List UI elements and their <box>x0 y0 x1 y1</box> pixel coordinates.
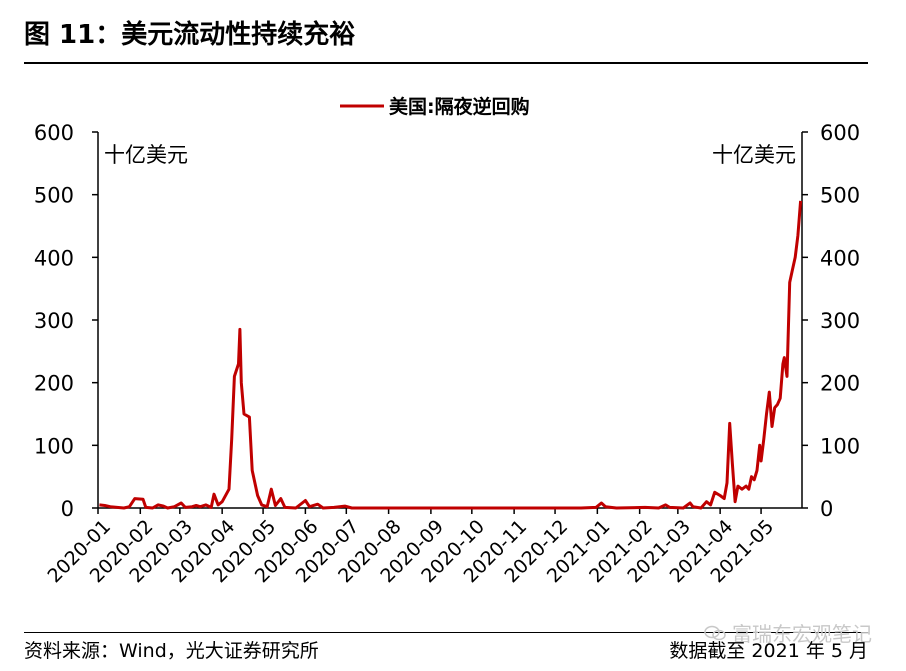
y-tick-label-right: 600 <box>820 121 860 145</box>
data-cutoff-note: 数据截至 2021 年 5 月 <box>669 640 868 662</box>
y-tick-label-right: 400 <box>820 246 860 270</box>
chart-axes <box>97 132 803 509</box>
source-note: 资料来源：Wind，光大证券研究所 <box>24 640 319 662</box>
x-axis-ticks: 2020-012020-022020-032020-042020-052020-… <box>43 508 778 587</box>
y-tick-label-right: 300 <box>820 309 860 333</box>
y-tick-label-left: 0 <box>61 497 74 521</box>
y-tick-label-left: 500 <box>34 184 74 208</box>
y-tick-label-left: 200 <box>34 372 74 396</box>
y-axis-left-ticks: 0 100 200 300 400 500 600 <box>34 121 98 521</box>
wechat-icon <box>704 625 726 640</box>
y-tick-label-right: 100 <box>820 434 860 458</box>
y-tick-label-right: 500 <box>820 184 860 208</box>
figure-title: 图 11：美元流动性持续充裕 <box>24 20 356 50</box>
y-axis-right-unit: 十亿美元 <box>712 143 796 167</box>
y-tick-label-left: 600 <box>34 121 74 145</box>
y-tick-label-left: 400 <box>34 246 74 270</box>
legend: 美国:隔夜逆回购 <box>340 95 530 118</box>
legend-label: 美国:隔夜逆回购 <box>389 95 530 118</box>
series-line-overnight-reverse-repo <box>99 200 803 510</box>
y-axis-right-ticks: 0 100 200 300 400 500 600 <box>802 121 860 521</box>
watermark-text: 富瑞东宏观笔记 <box>732 622 872 646</box>
y-tick-label-right: 0 <box>820 497 833 521</box>
title-rule <box>24 62 868 64</box>
y-tick-label-left: 300 <box>34 309 74 333</box>
y-axis-left-unit: 十亿美元 <box>104 143 188 167</box>
watermark: 富瑞东宏观笔记 <box>704 618 872 647</box>
y-tick-label-right: 200 <box>820 372 860 396</box>
y-tick-label-left: 100 <box>34 434 74 458</box>
footer-rule <box>24 632 868 633</box>
